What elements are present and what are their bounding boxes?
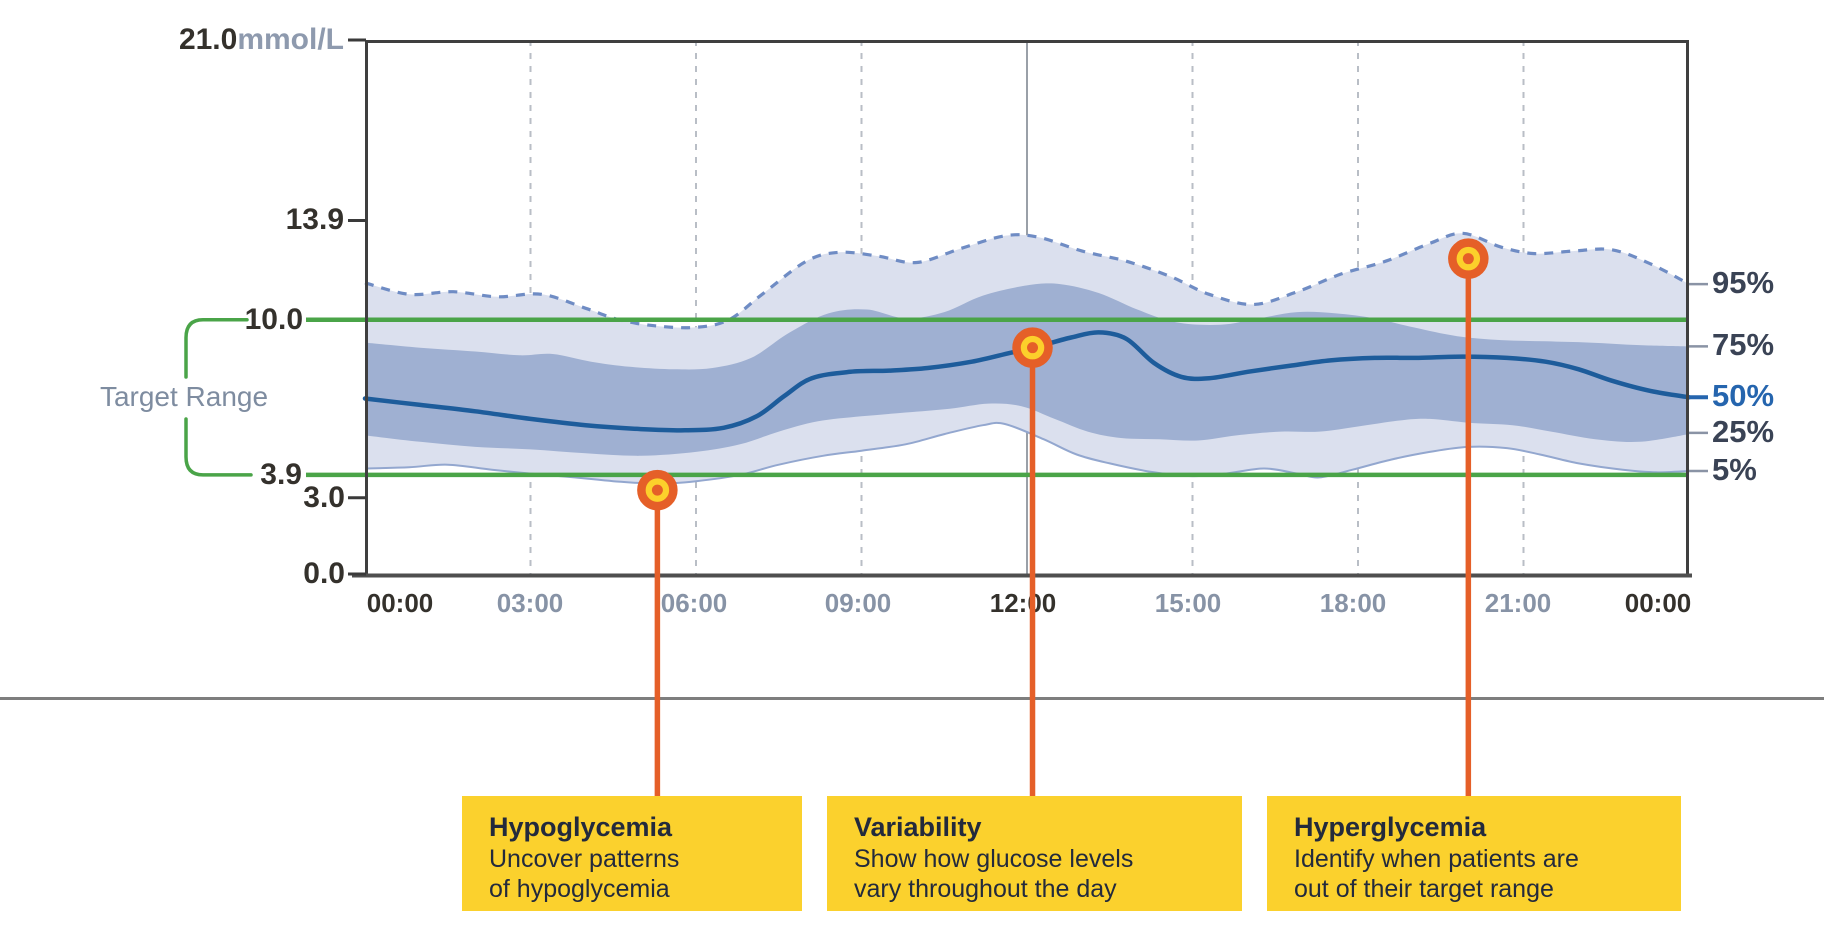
- callout-title: Hyperglycemia: [1294, 812, 1487, 842]
- x-tick-2100: 21:00: [1484, 588, 1552, 618]
- variability-marker-dot: [1027, 342, 1039, 354]
- callout-line: out of their target range: [1294, 875, 1554, 903]
- callout-hypoglycemia: Hypoglycemia Uncover patterns of hypogly…: [462, 796, 802, 911]
- line-95th: [364, 231, 1690, 330]
- callout-variability: Variability Show how glucose levels vary…: [827, 796, 1242, 911]
- percentile-bands: [362, 231, 1692, 485]
- y-axis-max-label: 21.0mmol/L: [179, 23, 344, 57]
- callout-line: Identify when patients are: [1294, 845, 1579, 873]
- x-tick-1500: 15:00: [1154, 588, 1222, 618]
- y-tick-3-0: 3.0: [303, 481, 345, 514]
- x-tick-1200: 12:00: [989, 588, 1057, 618]
- x-tick-0000b: 00:00: [1624, 588, 1692, 618]
- plot-border: [365, 40, 1689, 574]
- target-high-label: 10.0: [244, 303, 303, 336]
- target-range-lines: [306, 317, 1689, 478]
- hyperglycemia-marker-dot: [1462, 253, 1474, 265]
- line-median: [362, 330, 1692, 433]
- annotation-markers: [637, 238, 1489, 796]
- percentile-connectors: [1689, 282, 1708, 473]
- target-range-label: Target Range: [99, 381, 269, 412]
- x-tick-0000a: 00:00: [366, 588, 434, 618]
- hypoglycemia-marker-dot: [651, 484, 663, 496]
- x-tick-0600: 06:00: [660, 588, 728, 618]
- callout-hyperglycemia: Hyperglycemia Identify when patients are…: [1267, 796, 1681, 911]
- callout-line: Uncover patterns: [489, 845, 680, 873]
- callout-title: Hypoglycemia: [489, 812, 673, 842]
- variability-marker: [1012, 327, 1053, 368]
- x-tick-0900: 09:00: [824, 588, 892, 618]
- hypoglycemia-marker: [637, 469, 678, 511]
- percentile-label-5: 5%: [1712, 452, 1757, 487]
- callout-line: Show how glucose levels: [854, 845, 1134, 873]
- y-tick-0-0: 0.0: [303, 557, 345, 590]
- percentile-label-95: 95%: [1712, 265, 1775, 300]
- percentile-label-75: 75%: [1712, 327, 1775, 362]
- callout-line: vary throughout the day: [854, 875, 1117, 903]
- y-max-value: 21.0: [178, 23, 238, 56]
- plot-frame: [348, 38, 1692, 578]
- percentile-label-25: 25%: [1712, 414, 1775, 449]
- line-5th: [364, 421, 1690, 485]
- y-axis-unit: mmol/L: [237, 23, 344, 56]
- hyperglycemia-marker: [1448, 238, 1489, 279]
- callout-title: Variability: [854, 812, 982, 842]
- percentile-label-50: 50%: [1712, 378, 1775, 413]
- callout-line: of hypoglycemia: [489, 875, 670, 903]
- y-tick-13-9: 13.9: [285, 203, 344, 236]
- band-25-75: [365, 283, 1689, 456]
- x-tick-1800: 18:00: [1319, 588, 1387, 618]
- x-tick-0300: 03:00: [496, 588, 564, 618]
- section-divider: [0, 697, 1824, 700]
- gridlines: [529, 40, 1525, 574]
- target-low-label: 3.9: [260, 458, 302, 491]
- band-5-95: [365, 233, 1689, 484]
